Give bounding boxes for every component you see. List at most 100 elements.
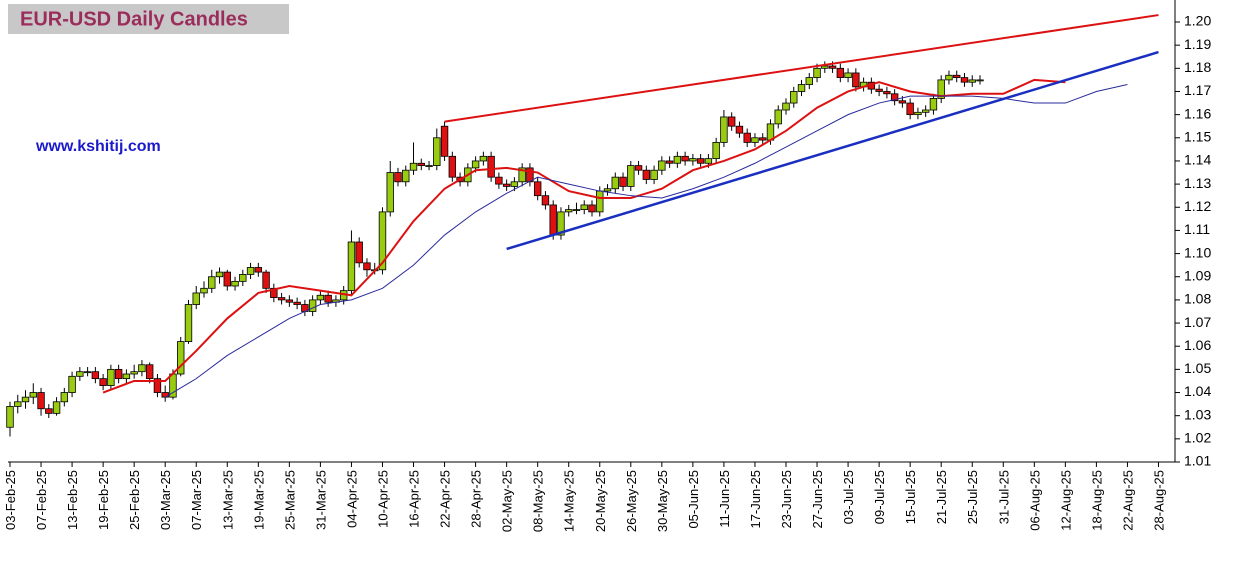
candle-body	[696, 158, 705, 164]
candle-body	[138, 364, 146, 373]
candle-body	[471, 160, 480, 169]
x-tick-label: 14-May-25	[562, 470, 577, 532]
candle-body	[293, 301, 301, 305]
x-tick-label: 19-Mar-25	[251, 470, 266, 530]
candle-body	[277, 297, 286, 301]
x-tick-label: 18-Aug-25	[1089, 470, 1104, 531]
candle-body	[91, 371, 100, 380]
y-tick-label: 1.19	[1184, 36, 1211, 52]
x-tick-label: 12-Aug-25	[1058, 470, 1073, 531]
y-tick-label: 1.06	[1184, 337, 1211, 353]
y-tick-label: 1.20	[1184, 13, 1211, 29]
candle-body	[495, 176, 503, 185]
x-tick-label: 22-Apr-25	[438, 470, 453, 528]
x-tick-label: 11-Jun-25	[717, 470, 732, 528]
candle-body	[440, 125, 449, 157]
x-tick-label: 25-Jul-25	[965, 470, 980, 524]
x-tick-label: 07-Mar-25	[189, 470, 204, 530]
x-tick-label: 31-Jul-25	[996, 470, 1011, 524]
candle-body	[130, 371, 138, 375]
x-tick-label: 21-Jul-25	[934, 470, 949, 524]
x-tick-label: 07-Feb-25	[34, 470, 49, 530]
candle-body	[611, 176, 619, 190]
x-tick-label: 03-Feb-25	[3, 470, 18, 530]
candle-body	[52, 401, 61, 414]
x-tick-label: 06-Aug-25	[1027, 470, 1042, 531]
candle-body	[433, 137, 441, 166]
candle-body	[627, 165, 635, 187]
candle-body	[448, 155, 457, 178]
x-tick-label: 30-May-25	[655, 470, 670, 532]
x-tick-label: 16-Apr-25	[407, 470, 422, 528]
candle-body	[6, 406, 14, 428]
candle-body	[161, 392, 169, 398]
line-series	[506, 50, 1159, 251]
candle-body	[347, 241, 356, 292]
candle-body	[510, 181, 519, 187]
x-tick-label: 10-Apr-25	[375, 470, 390, 528]
candle-body	[83, 371, 92, 374]
candle-body	[658, 160, 666, 171]
y-tick-label: 1.15	[1184, 128, 1211, 144]
candle-body	[526, 167, 534, 183]
candle-body	[976, 79, 984, 82]
candle-body	[774, 109, 782, 125]
candle-body	[634, 165, 643, 171]
candle-body	[797, 84, 806, 92]
candle-body	[177, 341, 185, 375]
candle-body	[355, 241, 363, 264]
candle-body	[836, 67, 845, 78]
x-tick-label: 08-May-25	[531, 470, 546, 532]
x-tick-label: 28-Apr-25	[469, 470, 484, 528]
candle-body	[813, 67, 821, 78]
candle-body	[208, 276, 216, 289]
candle-body	[580, 204, 588, 210]
watermark: www.kshitij.com	[35, 138, 161, 155]
candle-body	[549, 204, 557, 236]
candle-body	[681, 155, 689, 162]
y-tick-label: 1.12	[1184, 198, 1211, 214]
candle-body	[898, 100, 907, 104]
candle-body	[76, 371, 84, 377]
candle-body	[782, 102, 790, 111]
title-box	[8, 4, 289, 34]
candle-body	[596, 190, 604, 213]
candle-body	[378, 211, 387, 271]
candle-body	[60, 392, 69, 403]
candle-body	[533, 181, 542, 197]
candle-body	[852, 72, 860, 88]
candle-body	[363, 262, 371, 271]
candle-body	[875, 88, 883, 92]
candle-body	[409, 162, 418, 171]
candle-body	[557, 211, 565, 236]
candle-body	[960, 77, 969, 83]
candle-body	[712, 142, 720, 160]
candle-body	[107, 368, 115, 386]
x-tick-label: 13-Mar-25	[220, 470, 235, 530]
x-tick-label: 31-Mar-25	[313, 470, 328, 530]
candle-body	[603, 188, 612, 192]
candle-body	[145, 364, 154, 380]
x-tick-label: 25-Feb-25	[127, 470, 142, 530]
candle-body	[890, 93, 899, 102]
candle-body	[565, 209, 573, 213]
y-tick-label: 1.09	[1184, 267, 1211, 283]
candle-body	[673, 155, 682, 164]
x-tick-label: 13-Feb-25	[65, 470, 80, 530]
candle-body	[518, 167, 526, 183]
y-tick-label: 1.05	[1184, 360, 1211, 376]
x-tick-label: 15-Jul-25	[903, 470, 918, 524]
candle-body	[720, 116, 728, 143]
y-tick-label: 1.13	[1184, 175, 1211, 191]
candle-body	[122, 373, 131, 380]
x-tick-label: 22-Aug-25	[1120, 470, 1135, 531]
y-tick-label: 1.02	[1184, 430, 1211, 446]
x-tick-label: 23-Jun-25	[779, 470, 794, 529]
candle-body	[665, 160, 674, 164]
candle-body	[844, 72, 852, 78]
y-tick-label: 1.04	[1184, 383, 1211, 399]
x-tick-label: 17-Jun-25	[748, 470, 763, 529]
y-tick-label: 1.03	[1184, 406, 1211, 422]
candle-body	[479, 155, 488, 162]
